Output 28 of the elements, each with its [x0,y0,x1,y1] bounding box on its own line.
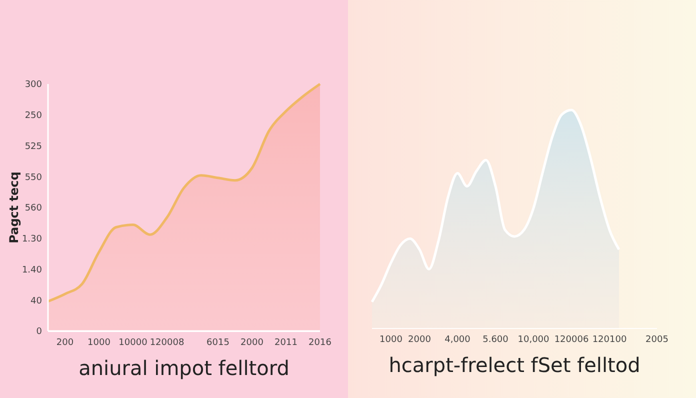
x-tick-label: 1000 [380,335,403,345]
x-tick-label: 5.600 [482,335,509,345]
x-axis-title: aniural impot felltord [78,356,290,380]
x-tick-label: 120100 [592,335,627,345]
text: 1.30 [22,234,42,245]
x-tick-label: 120006 [554,335,589,345]
x-tick-label: 2011 [274,338,298,348]
x-axis-title: hcarpt-frelect fSet felltod [388,353,640,377]
text: 250 [24,111,42,122]
x-tick-label: 120008 [150,338,184,348]
text: 0 [36,327,42,338]
text: 300 [24,80,42,90]
x-tick-label: 2000 [240,338,264,348]
x-tick-label: 200 [56,338,74,348]
text: 550 [24,172,42,183]
y-axis-title: Pagct tecq [7,172,21,244]
x-tick-label: 2016 [308,338,332,348]
text: 1.40 [22,265,42,276]
x-tick-label: 2000 [408,335,432,345]
text: 560 [24,204,42,214]
text: 40 [30,296,42,306]
x-tick-label: 10000 [118,338,148,348]
x-tick-label: 10,000 [518,335,550,345]
x-tick-label: 6015 [206,338,230,348]
text: 525 [24,142,42,152]
x-tick-label: 2005 [646,335,668,345]
x-tick-label: 1000 [88,338,111,348]
x-tick-label: 4,000 [444,335,471,345]
